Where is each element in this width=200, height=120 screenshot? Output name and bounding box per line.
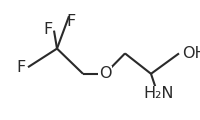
Text: F: F [44,23,53,37]
Text: H₂N: H₂N [144,86,174,101]
Text: O: O [99,66,111,81]
Text: F: F [17,60,26,75]
Text: OH: OH [182,46,200,61]
Text: F: F [66,14,76,29]
